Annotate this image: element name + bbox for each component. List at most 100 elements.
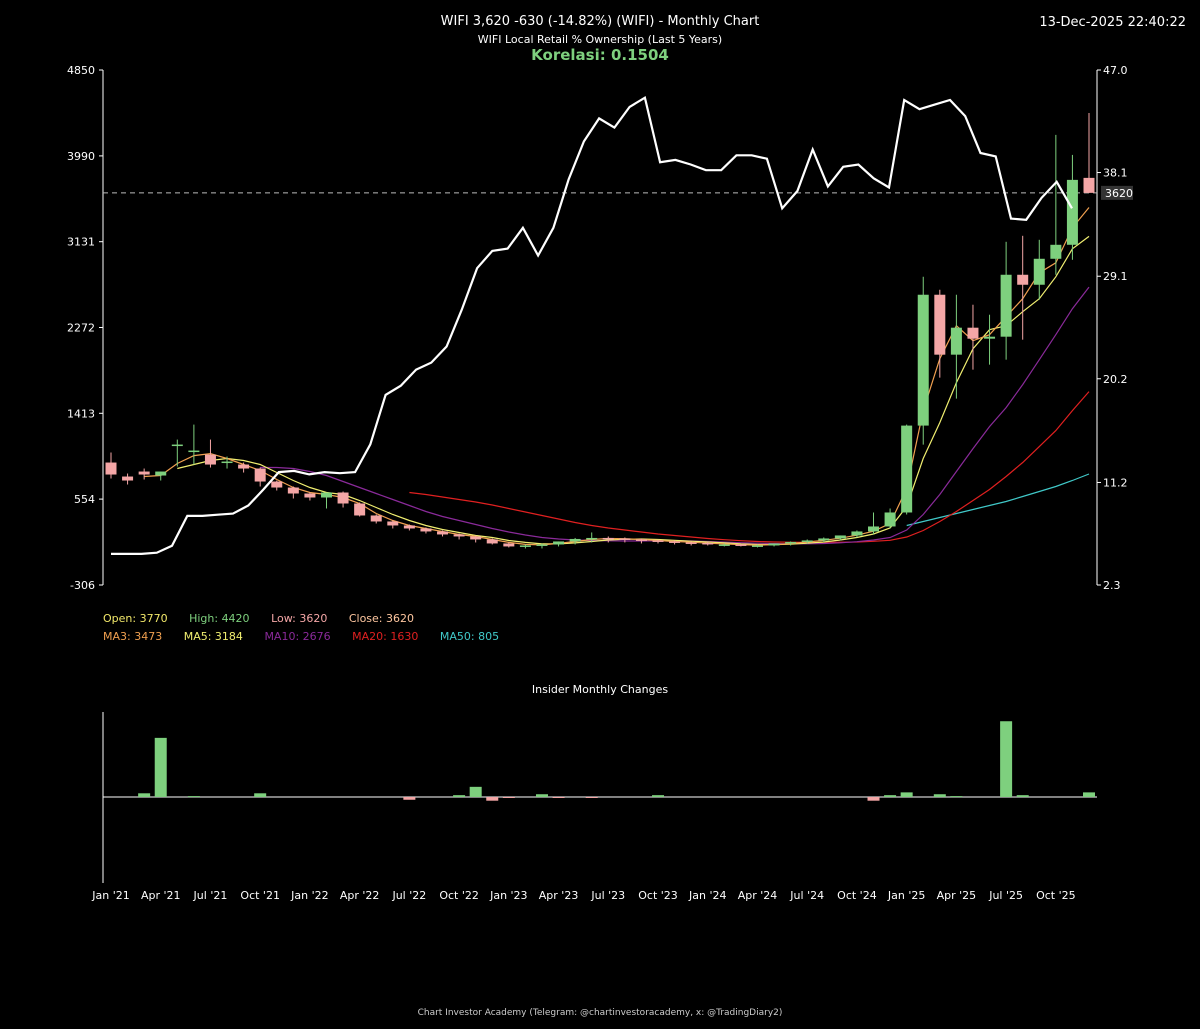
legend-ma3: MA3: 3473 <box>103 630 163 643</box>
insider-bar <box>884 795 897 797</box>
ma50-line <box>906 473 1090 527</box>
candle-body <box>1017 274 1029 285</box>
x-tick-label: Jul '23 <box>590 889 625 902</box>
candle-body <box>669 541 681 543</box>
x-tick-label: Jul '21 <box>193 889 228 902</box>
y-tick-label-left: -306 <box>70 579 95 592</box>
candle-body <box>735 544 747 546</box>
candle-body <box>1050 244 1062 259</box>
last-price-label: 3620 <box>1105 187 1133 200</box>
candle-body <box>868 526 880 532</box>
x-tick-label: Oct '23 <box>638 889 678 902</box>
candle-body <box>1033 258 1045 285</box>
y-tick-label-right: 20.2 <box>1103 373 1128 386</box>
candle-body <box>437 531 449 535</box>
y-tick-label-right: 2.3 <box>1103 579 1121 592</box>
candle-body <box>917 294 929 426</box>
candle-body <box>337 492 349 504</box>
candle-body <box>685 542 697 544</box>
x-tick-label: Jan '23 <box>489 889 527 902</box>
candle-body <box>586 537 598 540</box>
y-tick-label-right: 38.1 <box>1103 167 1128 180</box>
insider-bar <box>1016 795 1029 797</box>
candle-body <box>254 468 266 482</box>
candle-body <box>453 534 465 537</box>
legend-ma10: MA10: 2676 <box>264 630 331 643</box>
insider-bar <box>486 797 499 801</box>
insider-bar <box>1083 792 1095 797</box>
candle-body <box>834 535 846 539</box>
footer-credit: Chart Investor Academy (Telegram: @chart… <box>417 1008 783 1018</box>
candle-body <box>702 542 714 545</box>
x-tick-label: Oct '22 <box>439 889 479 902</box>
legend-open: Open: 3770 <box>103 612 168 625</box>
candle-body <box>934 294 946 355</box>
y-tick-label-left: 2272 <box>67 322 95 335</box>
y-tick-label-left: 3131 <box>67 236 95 249</box>
candle-body <box>984 336 996 339</box>
insider-bar <box>403 797 416 800</box>
insider-chart-title: Insider Monthly Changes <box>531 683 669 696</box>
candle-body <box>536 544 548 546</box>
candle-body <box>138 471 150 475</box>
ma20-line <box>409 391 1090 543</box>
candle-body <box>901 425 913 513</box>
ma3-line <box>144 207 1090 546</box>
insider-bar <box>652 795 665 797</box>
candle-body <box>354 503 366 516</box>
candle-body <box>884 512 896 527</box>
insider-bar <box>585 797 598 798</box>
legend-low: Low: 3620 <box>271 612 328 625</box>
insider-bar <box>469 786 482 797</box>
candle-body <box>818 538 830 541</box>
insider-bar <box>453 795 466 797</box>
x-tick-label: Oct '21 <box>240 889 280 902</box>
candle-body <box>287 487 299 494</box>
candle-body <box>619 538 631 540</box>
x-tick-label: Oct '25 <box>1036 889 1076 902</box>
x-tick-label: Jan '21 <box>91 889 129 902</box>
candle-body <box>122 476 134 481</box>
x-tick-label: Apr '23 <box>539 889 579 902</box>
x-tick-label: Jul '24 <box>789 889 824 902</box>
y-tick-label-left: 4850 <box>67 64 95 77</box>
insider-bar <box>254 793 267 797</box>
candle-body <box>188 450 200 453</box>
candle-body <box>1066 179 1078 245</box>
candle-body <box>403 525 415 529</box>
candle-body <box>387 521 399 526</box>
legend-ma50: MA50: 805 <box>439 630 500 643</box>
last-price-badge <box>1101 185 1133 200</box>
candle-body <box>238 464 250 469</box>
candle-body <box>950 327 962 355</box>
x-tick-label: Jan '25 <box>887 889 925 902</box>
retail-ownership-line <box>111 95 1073 555</box>
chart-subtitle: WIFI Local Retail % Ownership (Last 5 Ye… <box>477 33 723 46</box>
insider-bar <box>187 796 200 798</box>
candle-body <box>1000 274 1012 337</box>
correlation-label: Korelasi: 0.1504 <box>531 46 669 64</box>
candle-body <box>718 544 730 546</box>
candle-body <box>470 536 482 540</box>
candle-body <box>751 545 763 547</box>
candle-body <box>652 540 664 542</box>
x-tick-label: Apr '22 <box>340 889 380 902</box>
ma5-line <box>177 235 1090 546</box>
x-tick-label: Apr '25 <box>937 889 977 902</box>
candle-body <box>271 481 283 488</box>
x-tick-label: Jan '22 <box>290 889 328 902</box>
candle-body <box>503 543 515 547</box>
candle-body <box>486 539 498 544</box>
candle-body <box>635 539 647 541</box>
candle-body <box>221 461 233 464</box>
candle-body <box>320 492 332 498</box>
candle-body <box>370 515 382 522</box>
candle-body <box>155 471 167 476</box>
ohlc-legend: Open: 3770 High: 4420 Low: 3620 Close: 3… <box>103 612 432 625</box>
x-tick-label: Apr '21 <box>141 889 181 902</box>
ma-legend: MA3: 3473 MA5: 3184 MA10: 2676 MA20: 163… <box>103 630 517 643</box>
candle-body <box>801 540 813 542</box>
x-tick-label: Jul '25 <box>988 889 1023 902</box>
legend-ma20: MA20: 1630 <box>352 630 419 643</box>
